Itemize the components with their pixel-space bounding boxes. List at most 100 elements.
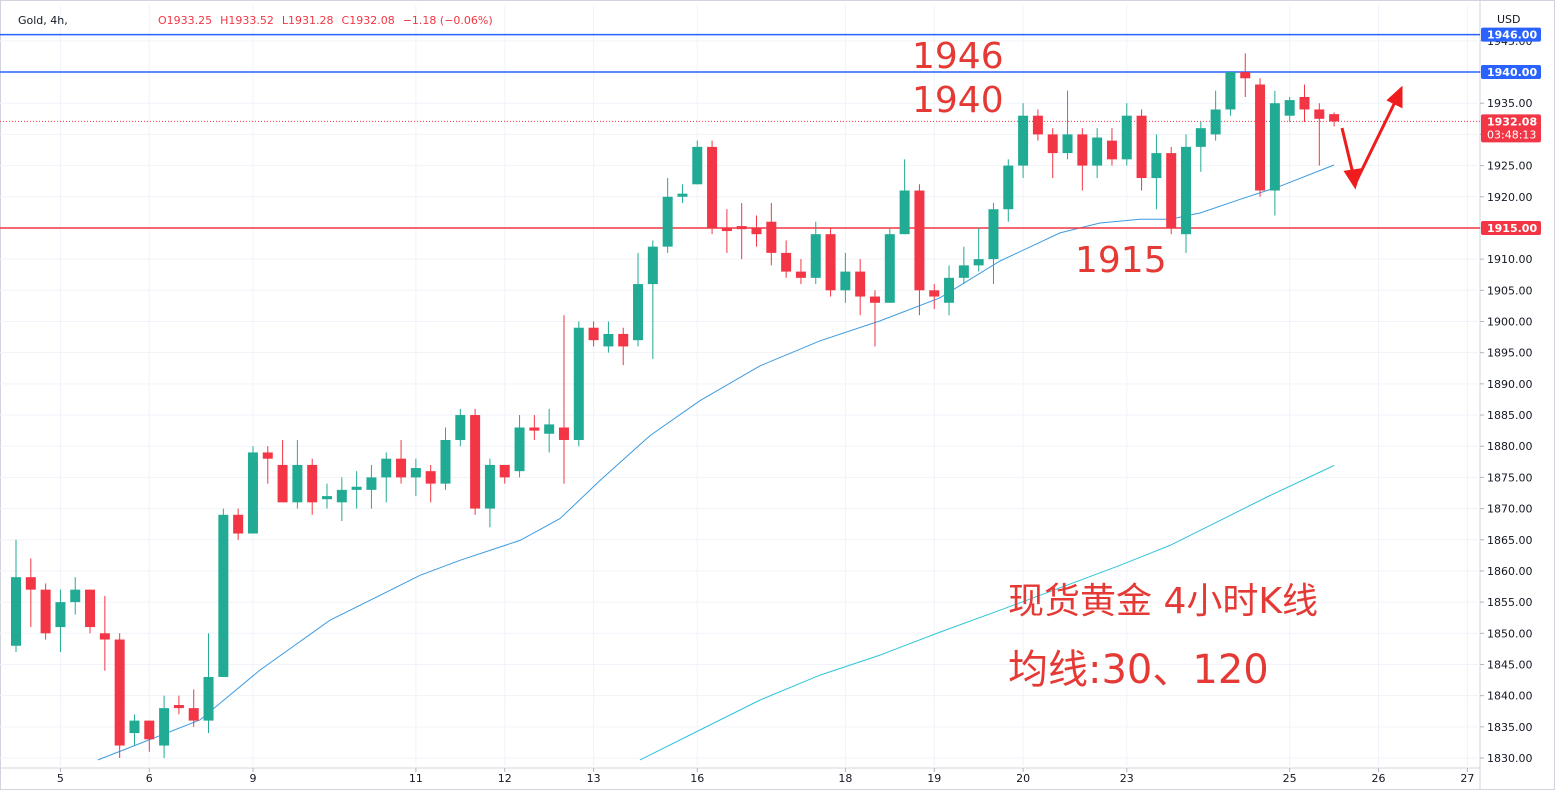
candle-body: [558, 427, 569, 440]
candle: [914, 184, 925, 316]
y-tick-label: 1880.00: [1487, 440, 1533, 453]
y-tick-label: 1840.00: [1487, 690, 1533, 703]
candle: [677, 184, 688, 203]
moving-average: [639, 465, 1335, 761]
candle-body: [1092, 137, 1103, 166]
price-tag: [1481, 27, 1541, 42]
x-tick-label: 19: [927, 772, 941, 785]
candle-body: [484, 464, 495, 509]
candle-body: [1166, 153, 1177, 228]
candle-body: [1195, 128, 1206, 147]
candle: [203, 633, 214, 734]
candle: [973, 227, 984, 272]
ohlc-legend: O1933.25 H1933.52 L1931.28 C1932.08 −1.18 (−…: [158, 14, 493, 27]
candle-body: [70, 589, 81, 603]
y-tick-label: 1895.00: [1487, 347, 1533, 360]
candle: [1240, 53, 1251, 97]
x-tick-label: 11: [409, 772, 423, 785]
ohlc-value: O1933.25: [158, 14, 212, 27]
x-tick-label: 13: [587, 772, 601, 785]
candle-body: [1136, 115, 1147, 179]
y-tick-label: 1835.00: [1487, 721, 1533, 734]
candle-body: [159, 708, 170, 746]
candle: [218, 508, 229, 677]
candle: [588, 321, 599, 347]
candle-body: [292, 464, 303, 503]
candle: [455, 408, 466, 447]
candle: [692, 140, 703, 185]
candle-body: [662, 196, 673, 247]
candle: [899, 159, 910, 235]
candle: [573, 321, 584, 447]
candle: [425, 464, 436, 503]
annotation: 均线:30、120: [1008, 647, 1269, 693]
axis-unit: USD: [1497, 13, 1521, 26]
candle: [440, 427, 451, 490]
candle: [1151, 134, 1162, 210]
x-tick-label: 18: [838, 772, 852, 785]
candle: [85, 589, 96, 634]
candle: [1047, 128, 1058, 179]
candle-body: [1181, 146, 1192, 235]
candle: [25, 558, 36, 628]
candle-body: [529, 427, 540, 431]
candle: [721, 209, 732, 253]
candle: [144, 720, 155, 752]
candle-body: [973, 259, 984, 266]
y-tick-label: 1885.00: [1487, 409, 1533, 422]
arrow-head: [1386, 85, 1403, 109]
candle-body: [247, 452, 258, 534]
candle: [633, 252, 644, 347]
candle: [884, 227, 895, 303]
candle: [396, 439, 407, 484]
candle-body: [810, 234, 821, 278]
candle-body: [455, 415, 466, 440]
candle: [603, 321, 614, 353]
candle: [233, 508, 244, 540]
candle-body: [396, 458, 407, 478]
candle-body: [425, 471, 436, 484]
candle-body: [85, 589, 96, 628]
candle-body: [544, 424, 555, 434]
candle-body: [692, 146, 703, 185]
candle-body: [988, 209, 999, 260]
candle-body: [10, 577, 21, 646]
x-tick-label: 25: [1283, 772, 1297, 785]
candle-body: [603, 333, 614, 347]
candle: [10, 539, 21, 653]
x-tick-label: 5: [57, 772, 64, 785]
candle: [958, 246, 969, 285]
y-tick-label: 1905.00: [1487, 284, 1533, 297]
candle: [40, 583, 51, 640]
candle-body: [795, 271, 806, 278]
price-tag-label: 1915.00: [1487, 222, 1537, 235]
y-tick-label: 1935.00: [1487, 97, 1533, 110]
candle: [499, 464, 510, 484]
candle: [70, 577, 81, 615]
candle: [1077, 128, 1088, 191]
candle-body: [825, 234, 836, 291]
candle: [351, 471, 362, 509]
candle: [529, 415, 540, 440]
candle: [618, 327, 629, 366]
candle-body: [322, 496, 333, 500]
candle: [173, 695, 184, 715]
annotation: 1946: [912, 36, 1004, 77]
candle: [1121, 103, 1132, 166]
x-tick-label: 16: [690, 772, 704, 785]
candle: [1106, 128, 1117, 166]
candle-body: [914, 190, 925, 291]
axis-layer: 1830.00 1835.00 1840.00 1845.00 1850.00 1855.…: [57, 27, 1541, 785]
candle: [1181, 134, 1192, 253]
countdown: 03:48:13: [1487, 128, 1536, 141]
y-tick-label: 1860.00: [1487, 565, 1533, 578]
candle-body: [1077, 134, 1088, 166]
candle: [410, 458, 421, 497]
candle-body: [1062, 134, 1073, 154]
candle-body: [188, 708, 199, 721]
candle: [810, 221, 821, 285]
candle-body: [1047, 134, 1058, 154]
candle-body: [1284, 100, 1295, 116]
candle: [1329, 112, 1340, 127]
